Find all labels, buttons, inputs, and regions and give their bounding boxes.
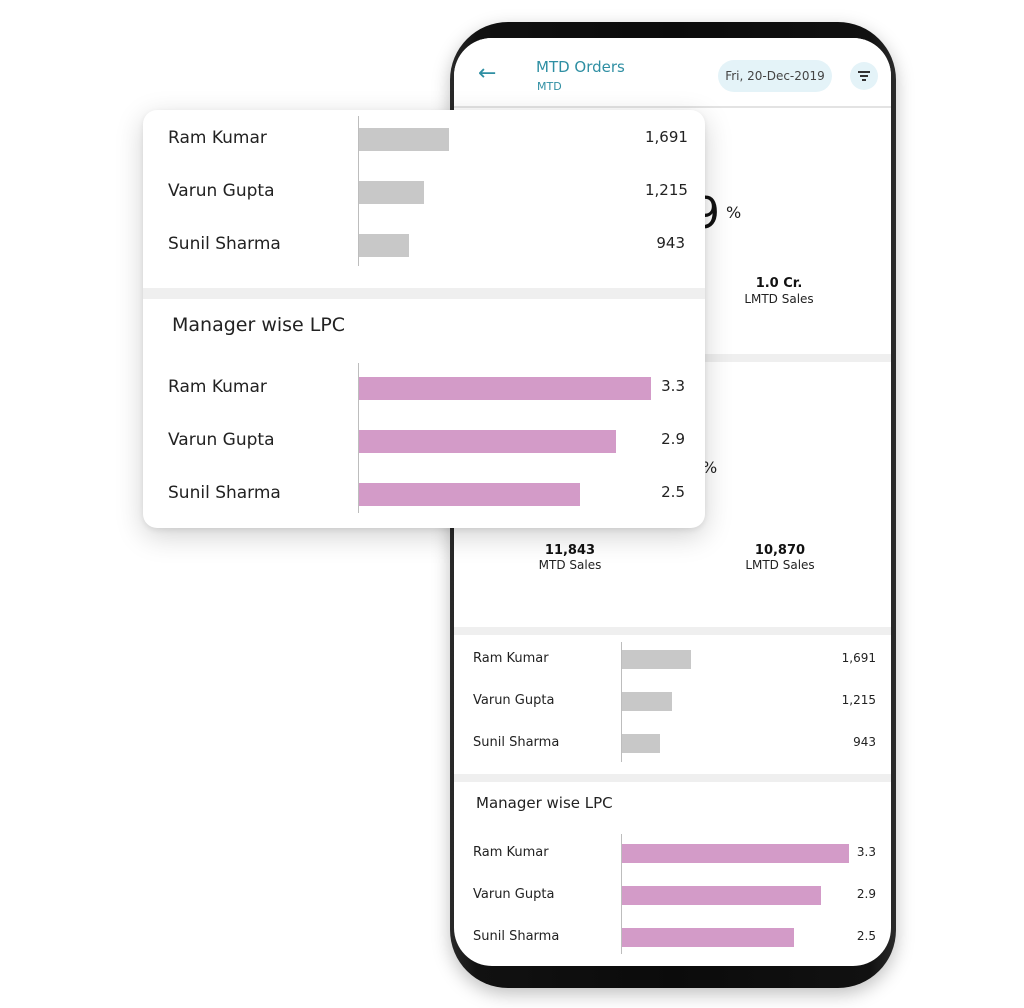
chart-axis <box>358 363 359 513</box>
lmtd-sales-label: LMTD Sales <box>744 292 814 306</box>
chart-bar[interactable] <box>622 650 691 669</box>
chart-value-label: 1,691 <box>841 651 876 665</box>
lmtd-sales-value-2: 10,870 <box>754 543 806 558</box>
chart-value-label: 2.9 <box>661 430 685 448</box>
app-bar: ← MTD Orders MTD Fri, 20-Dec-2019 <box>454 38 891 108</box>
chart-bar[interactable] <box>622 734 660 753</box>
date-selector[interactable]: Fri, 20-Dec-2019 <box>718 60 832 92</box>
chart-row-label: Sunil Sharma <box>168 234 281 254</box>
page-title: MTD Orders <box>536 58 625 76</box>
lmtd-sales-value: 1.0 Cr. <box>755 276 803 291</box>
chart-bar[interactable] <box>622 928 794 947</box>
chart-value-label: 1,215 <box>841 693 876 707</box>
mtd-sales-label: MTD Sales <box>538 558 602 572</box>
lmtd-sales-label-2: LMTD Sales <box>745 558 815 572</box>
percent-sign: % <box>726 203 742 222</box>
chart-row-label: Ram Kumar <box>168 377 267 397</box>
chart-bar[interactable] <box>622 886 821 905</box>
zoomed-chart-card: Ram Kumar 1,691 Varun Gupta 1,215 Sunil Shar… <box>143 110 705 528</box>
filter-icon[interactable] <box>850 62 878 90</box>
chart-row-label: Sunil Sharma <box>473 929 560 944</box>
chart-row-label: Varun Gupta <box>168 181 275 201</box>
chart-bar[interactable] <box>622 692 672 711</box>
divider <box>454 774 891 782</box>
chart-value-label: 2.9 <box>856 887 876 901</box>
chart-bar[interactable] <box>359 128 449 151</box>
chart-axis <box>621 642 622 762</box>
lpc-section-title-zoomed: Manager wise LPC <box>172 314 346 336</box>
chart-value-label: 943 <box>853 735 876 749</box>
percent-sign-2: % <box>702 458 718 477</box>
chart-bar[interactable] <box>359 181 424 204</box>
chart-value-label: 943 <box>656 234 685 252</box>
chart-bar[interactable] <box>359 483 580 506</box>
chart-axis <box>621 834 622 954</box>
chart-bar[interactable] <box>359 377 651 400</box>
chart-bar[interactable] <box>359 430 616 453</box>
chart-row-label: Varun Gupta <box>473 887 555 902</box>
lpc-section-title: Manager wise LPC <box>476 794 613 812</box>
divider <box>143 288 705 299</box>
chart-value-label: 2.5 <box>856 929 876 943</box>
chart-row-label: Varun Gupta <box>473 693 555 708</box>
chart-row-label: Varun Gupta <box>168 430 275 450</box>
chart-row-label: Ram Kumar <box>168 128 267 148</box>
divider <box>454 627 891 635</box>
chart-row-label: Ram Kumar <box>473 845 549 860</box>
chart-value-label: 1,691 <box>645 128 688 146</box>
chart-value-label: 2.5 <box>661 483 685 501</box>
chart-value-label: 1,215 <box>645 181 688 199</box>
chart-axis <box>358 116 359 266</box>
page-subtitle: MTD <box>537 80 562 93</box>
chart-row-label: Ram Kumar <box>473 651 549 666</box>
mtd-sales-value: 11,843 <box>544 543 596 558</box>
chart-row-label: Sunil Sharma <box>168 483 281 503</box>
chart-bar[interactable] <box>622 844 849 863</box>
chart-bar[interactable] <box>359 234 409 257</box>
chart-row-label: Sunil Sharma <box>473 735 560 750</box>
arrow-left-icon[interactable]: ← <box>478 61 497 86</box>
chart-value-label: 3.3 <box>661 377 685 395</box>
chart-value-label: 3.3 <box>856 845 876 859</box>
